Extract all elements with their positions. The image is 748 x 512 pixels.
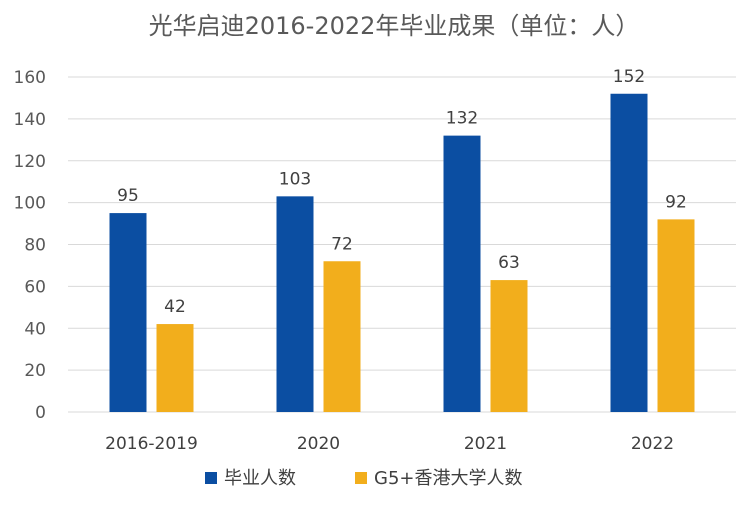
legend-swatch bbox=[205, 472, 217, 484]
data-label: 152 bbox=[613, 67, 645, 87]
x-tick-label: 2022 bbox=[631, 434, 674, 454]
bar-g5-hku-2020 bbox=[323, 261, 361, 412]
chart-title: 光华启迪2016-2022年毕业成果（单位：人） bbox=[149, 12, 640, 40]
bar-g5-hku-2021 bbox=[490, 280, 528, 412]
y-tick-label: 0 bbox=[35, 403, 46, 423]
bar-g5-hku-2016-2019 bbox=[156, 324, 194, 412]
data-label: 72 bbox=[331, 234, 353, 254]
y-tick-label: 60 bbox=[24, 277, 46, 297]
y-tick-label: 120 bbox=[14, 152, 46, 172]
data-label: 132 bbox=[446, 109, 478, 129]
y-tick-label: 20 bbox=[24, 361, 46, 381]
bar-g5-hku-2022 bbox=[657, 219, 695, 412]
x-tick-label: 2016-2019 bbox=[105, 434, 198, 454]
y-tick-label: 140 bbox=[14, 110, 46, 130]
legend-swatch bbox=[355, 472, 367, 484]
bar-graduates-2020 bbox=[276, 196, 314, 412]
data-label: 95 bbox=[117, 186, 139, 206]
x-tick-label: 2021 bbox=[464, 434, 507, 454]
y-tick-label: 80 bbox=[24, 236, 46, 256]
y-tick-label: 100 bbox=[14, 194, 46, 214]
data-label: 92 bbox=[665, 192, 687, 212]
bar-graduates-2016-2019 bbox=[109, 213, 147, 412]
data-label: 63 bbox=[498, 253, 520, 273]
bar-graduates-2021 bbox=[443, 135, 481, 412]
bar-graduates-2022 bbox=[610, 93, 648, 412]
legend-label: 毕业人数 bbox=[224, 468, 296, 489]
y-tick-label: 40 bbox=[24, 319, 46, 339]
legend-label: G5+香港大学人数 bbox=[374, 468, 522, 489]
data-label: 42 bbox=[164, 297, 186, 317]
x-tick-label: 2020 bbox=[297, 434, 340, 454]
data-label: 103 bbox=[279, 169, 311, 189]
y-tick-label: 160 bbox=[14, 68, 46, 88]
